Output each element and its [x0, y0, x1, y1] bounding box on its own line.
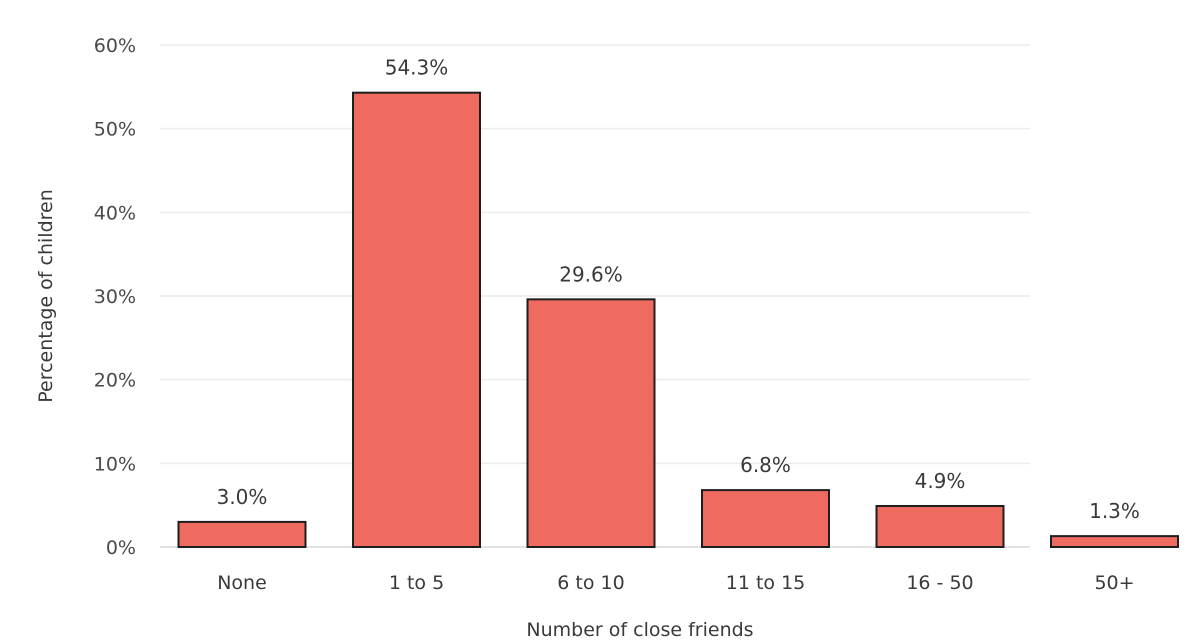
bars	[177, 91, 1179, 549]
y-tick-label: 60%	[94, 35, 136, 57]
y-tick-label: 40%	[94, 202, 136, 224]
bar	[177, 520, 307, 549]
bar	[526, 298, 656, 549]
y-axis-ticks: 0% 10% 20% 30% 40% 50% 60%	[94, 35, 136, 559]
value-labels: 3.0% 54.3% 29.6% 6.8% 4.9% 1.3%	[217, 56, 1140, 523]
x-tick-label: 1 to 5	[389, 572, 444, 594]
x-tick-label: None	[217, 572, 267, 594]
bar-value-label: 29.6%	[559, 262, 623, 286]
bar-value-label: 1.3%	[1089, 499, 1140, 523]
y-tick-label: 10%	[94, 453, 136, 475]
bar-value-label: 6.8%	[740, 453, 791, 477]
y-tick-label: 20%	[94, 370, 136, 392]
x-axis-title: Number of close friends	[526, 619, 753, 641]
y-axis-title: Percentage of children	[35, 189, 57, 403]
bar-value-label: 4.9%	[915, 469, 966, 493]
x-axis-categories: None 1 to 5 6 to 10 11 to 15 16 - 50 50+	[217, 572, 1134, 594]
bar-value-label: 3.0%	[217, 485, 268, 509]
x-tick-label: 11 to 15	[726, 572, 806, 594]
y-tick-label: 0%	[106, 537, 136, 559]
bar	[1050, 535, 1179, 549]
y-tick-label: 50%	[94, 119, 136, 141]
x-tick-label: 50+	[1094, 572, 1134, 594]
bar-value-label: 54.3%	[385, 56, 449, 80]
bar	[352, 91, 481, 548]
bar	[875, 505, 1005, 548]
bar	[701, 489, 830, 548]
x-tick-label: 16 - 50	[906, 572, 973, 594]
y-tick-label: 30%	[94, 286, 136, 308]
x-tick-label: 6 to 10	[557, 572, 624, 594]
